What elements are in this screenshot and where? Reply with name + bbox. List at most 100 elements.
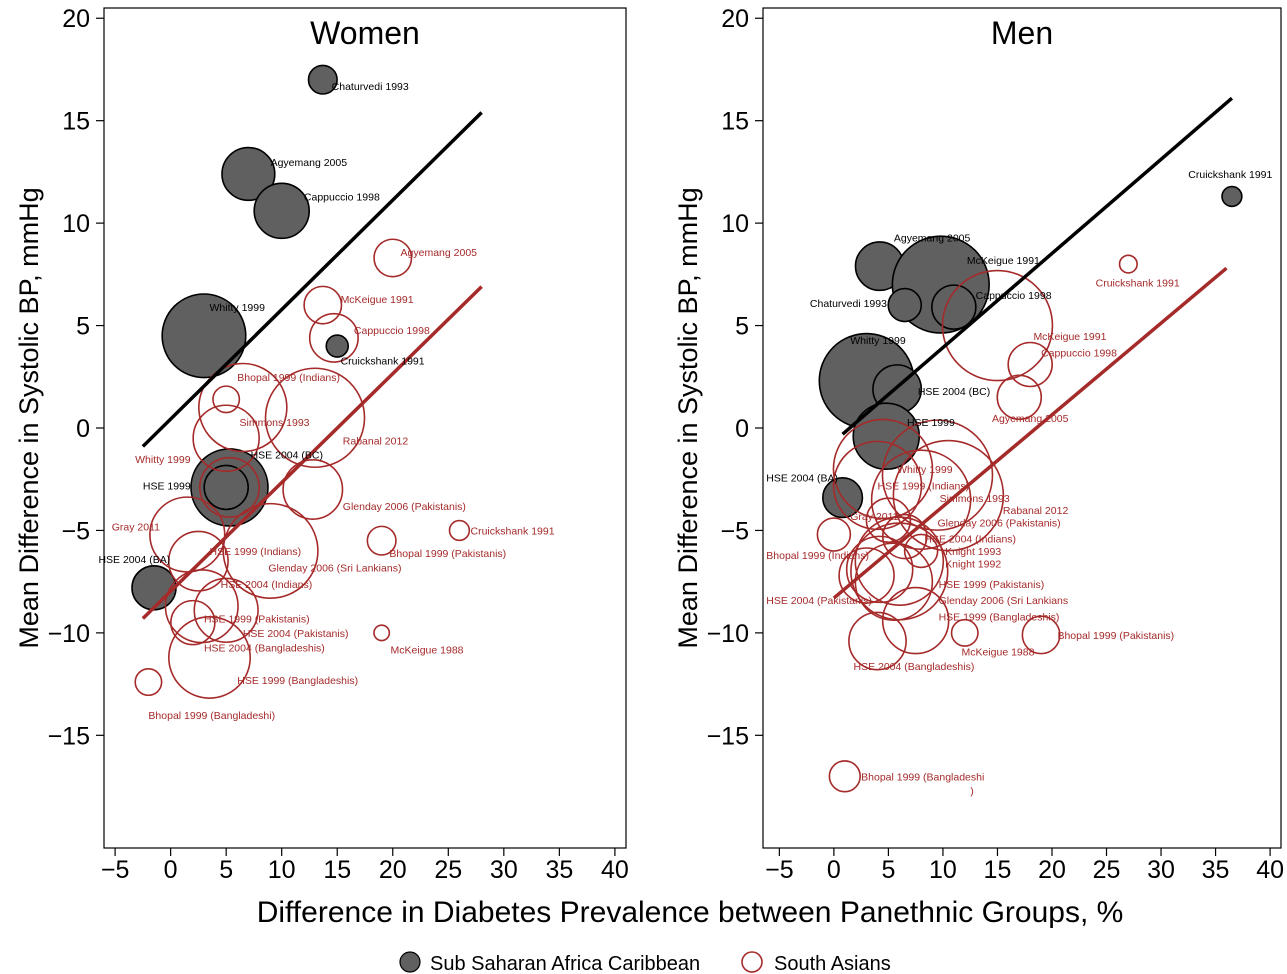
x-tick-label: 35 — [1202, 856, 1230, 884]
sa-point — [264, 367, 366, 469]
point-label: Knight 1992 — [945, 558, 1001, 570]
ssac-point — [887, 287, 923, 323]
plot-frame — [103, 7, 627, 849]
sa-fit-line — [141, 285, 483, 620]
sa-point — [198, 362, 288, 453]
sa-point — [373, 238, 413, 278]
point-label: Cappuccio 1998 — [354, 325, 430, 337]
x-tick-label: 20 — [379, 856, 407, 884]
point-label: McKeigue 1988 — [391, 644, 464, 656]
point-label: Gray 2011 — [112, 521, 160, 533]
point-label: HSE 2004 (Indians) — [221, 579, 313, 591]
x-tick-label: 0 — [827, 856, 841, 884]
point-label: Cruickshank 1991 — [1096, 278, 1180, 290]
ssac-point — [1221, 185, 1243, 208]
sa-point — [892, 439, 1005, 552]
point-label: McKeigue 1991 — [1033, 331, 1106, 343]
point-label: HSE 2004 (Bangladeshis) — [854, 661, 975, 673]
point-label: Whitty 1999 — [210, 302, 266, 314]
point-label: Agyemang 2005 — [401, 247, 478, 259]
x-tick-label: 25 — [434, 856, 462, 884]
x-tick-label: −5 — [765, 856, 794, 884]
point-label: HSE 1999 — [907, 417, 955, 429]
y-tick-label: −15 — [48, 722, 90, 750]
legend-ssac-label: Sub Saharan Africa Caribbean — [430, 953, 700, 974]
point-label: HSE 1999 (Pakistanis) — [939, 579, 1045, 591]
point-label: Agyemang 2005 — [992, 413, 1069, 425]
sa-point — [199, 456, 261, 518]
sa-point — [366, 525, 397, 556]
sa-point — [816, 517, 852, 552]
ssac-point — [221, 146, 276, 202]
y-tick-label: 10 — [62, 210, 90, 238]
x-tick-label: 30 — [1147, 856, 1175, 884]
x-tick-label: 20 — [1038, 856, 1066, 884]
point-label: Bhopal 1999 (Pakistanis) — [1057, 630, 1174, 642]
point-label: Simmons 1993 — [239, 417, 309, 429]
point-label: Gray 2011 — [850, 511, 898, 523]
x-tick-label: 25 — [1093, 856, 1121, 884]
point-label: Cruickshank 1991 — [1188, 169, 1272, 181]
plot-area — [816, 96, 1243, 793]
sa-point — [845, 535, 914, 604]
sa-point — [448, 519, 471, 542]
sa-point — [373, 624, 391, 642]
ssac-point — [203, 464, 249, 511]
point-label: Chaturvedi 1993 — [332, 81, 409, 93]
sa-point — [1021, 615, 1061, 655]
point-label: HSE 1999 (Bangladeshis) — [237, 675, 358, 687]
x-tick-label: 40 — [601, 856, 629, 884]
sa-point — [282, 458, 344, 520]
point-label: Cruickshank 1991 — [471, 526, 555, 538]
plot-area — [131, 64, 483, 699]
point-label: Glenday 2006 (Sri Lankians) — [268, 562, 401, 574]
y-tick-label: −5 — [720, 517, 749, 545]
sa-point — [865, 497, 912, 543]
x-tick-label: 5 — [219, 856, 233, 884]
y-tick-label: 15 — [62, 108, 90, 136]
ssac-point — [253, 182, 311, 240]
y-tick-label: 5 — [735, 313, 749, 341]
y-tick-label: 20 — [721, 5, 749, 33]
sa-point — [828, 760, 861, 793]
point-label: McKeigue 1988 — [961, 646, 1034, 658]
ssac-point — [852, 402, 921, 470]
men-panel: Men 20 15 10 5 0 −5 −10 −15 −5 0 5 10 15 20 25 30 35 40 Mea… — [673, 5, 1284, 884]
y-tick-label: −15 — [707, 722, 749, 750]
sa-point — [941, 269, 1054, 382]
sa-point — [832, 418, 934, 520]
sa-point — [212, 385, 241, 414]
x-tick-label: 10 — [929, 856, 957, 884]
point-label: Whitty 1999 — [897, 464, 953, 476]
x-tick-label: 15 — [984, 856, 1012, 884]
point-label: Agyemang 2005 — [894, 233, 971, 245]
legend: Sub Saharan Africa Caribbean South Asian… — [399, 951, 891, 974]
point-label: HSE 2004 (Pakistanis) — [243, 628, 349, 640]
y-tick-label: 10 — [721, 210, 749, 238]
point-label: Bhopal 1999 (Indians) — [766, 550, 869, 562]
sa-point — [167, 530, 229, 592]
sa-point — [870, 449, 972, 551]
panel-title: Women — [310, 15, 420, 51]
point-label: Bhopal 1999 (Bangladeshi — [861, 771, 984, 783]
ssac-point — [131, 565, 177, 611]
y-tick-label: −5 — [61, 517, 90, 545]
x-tick-label: 15 — [323, 856, 351, 884]
point-label: Rabanal 2012 — [1003, 505, 1069, 517]
y-tick-label: −10 — [707, 620, 749, 648]
x-tick-label: 30 — [490, 856, 518, 884]
point-label: HSE 2004 (Indians) — [924, 534, 1016, 546]
ssac-fit-line — [841, 96, 1234, 436]
sa-point — [193, 577, 259, 644]
y-tick-label: 20 — [62, 5, 90, 33]
sa-point — [838, 547, 895, 604]
point-label: HSE 1999 — [143, 480, 191, 492]
point-label: HSE 1999 (Indians) — [210, 546, 302, 558]
legend-ssac-marker — [399, 951, 421, 973]
y-axis-label: Mean Difference in Systolic BP, mmHg — [673, 187, 703, 648]
sa-point — [303, 285, 343, 325]
x-tick-label: 35 — [545, 856, 573, 884]
point-label: HSE 1999 (Bangladeshis) — [939, 612, 1060, 624]
point-label: Agyemang 2005 — [271, 157, 348, 169]
